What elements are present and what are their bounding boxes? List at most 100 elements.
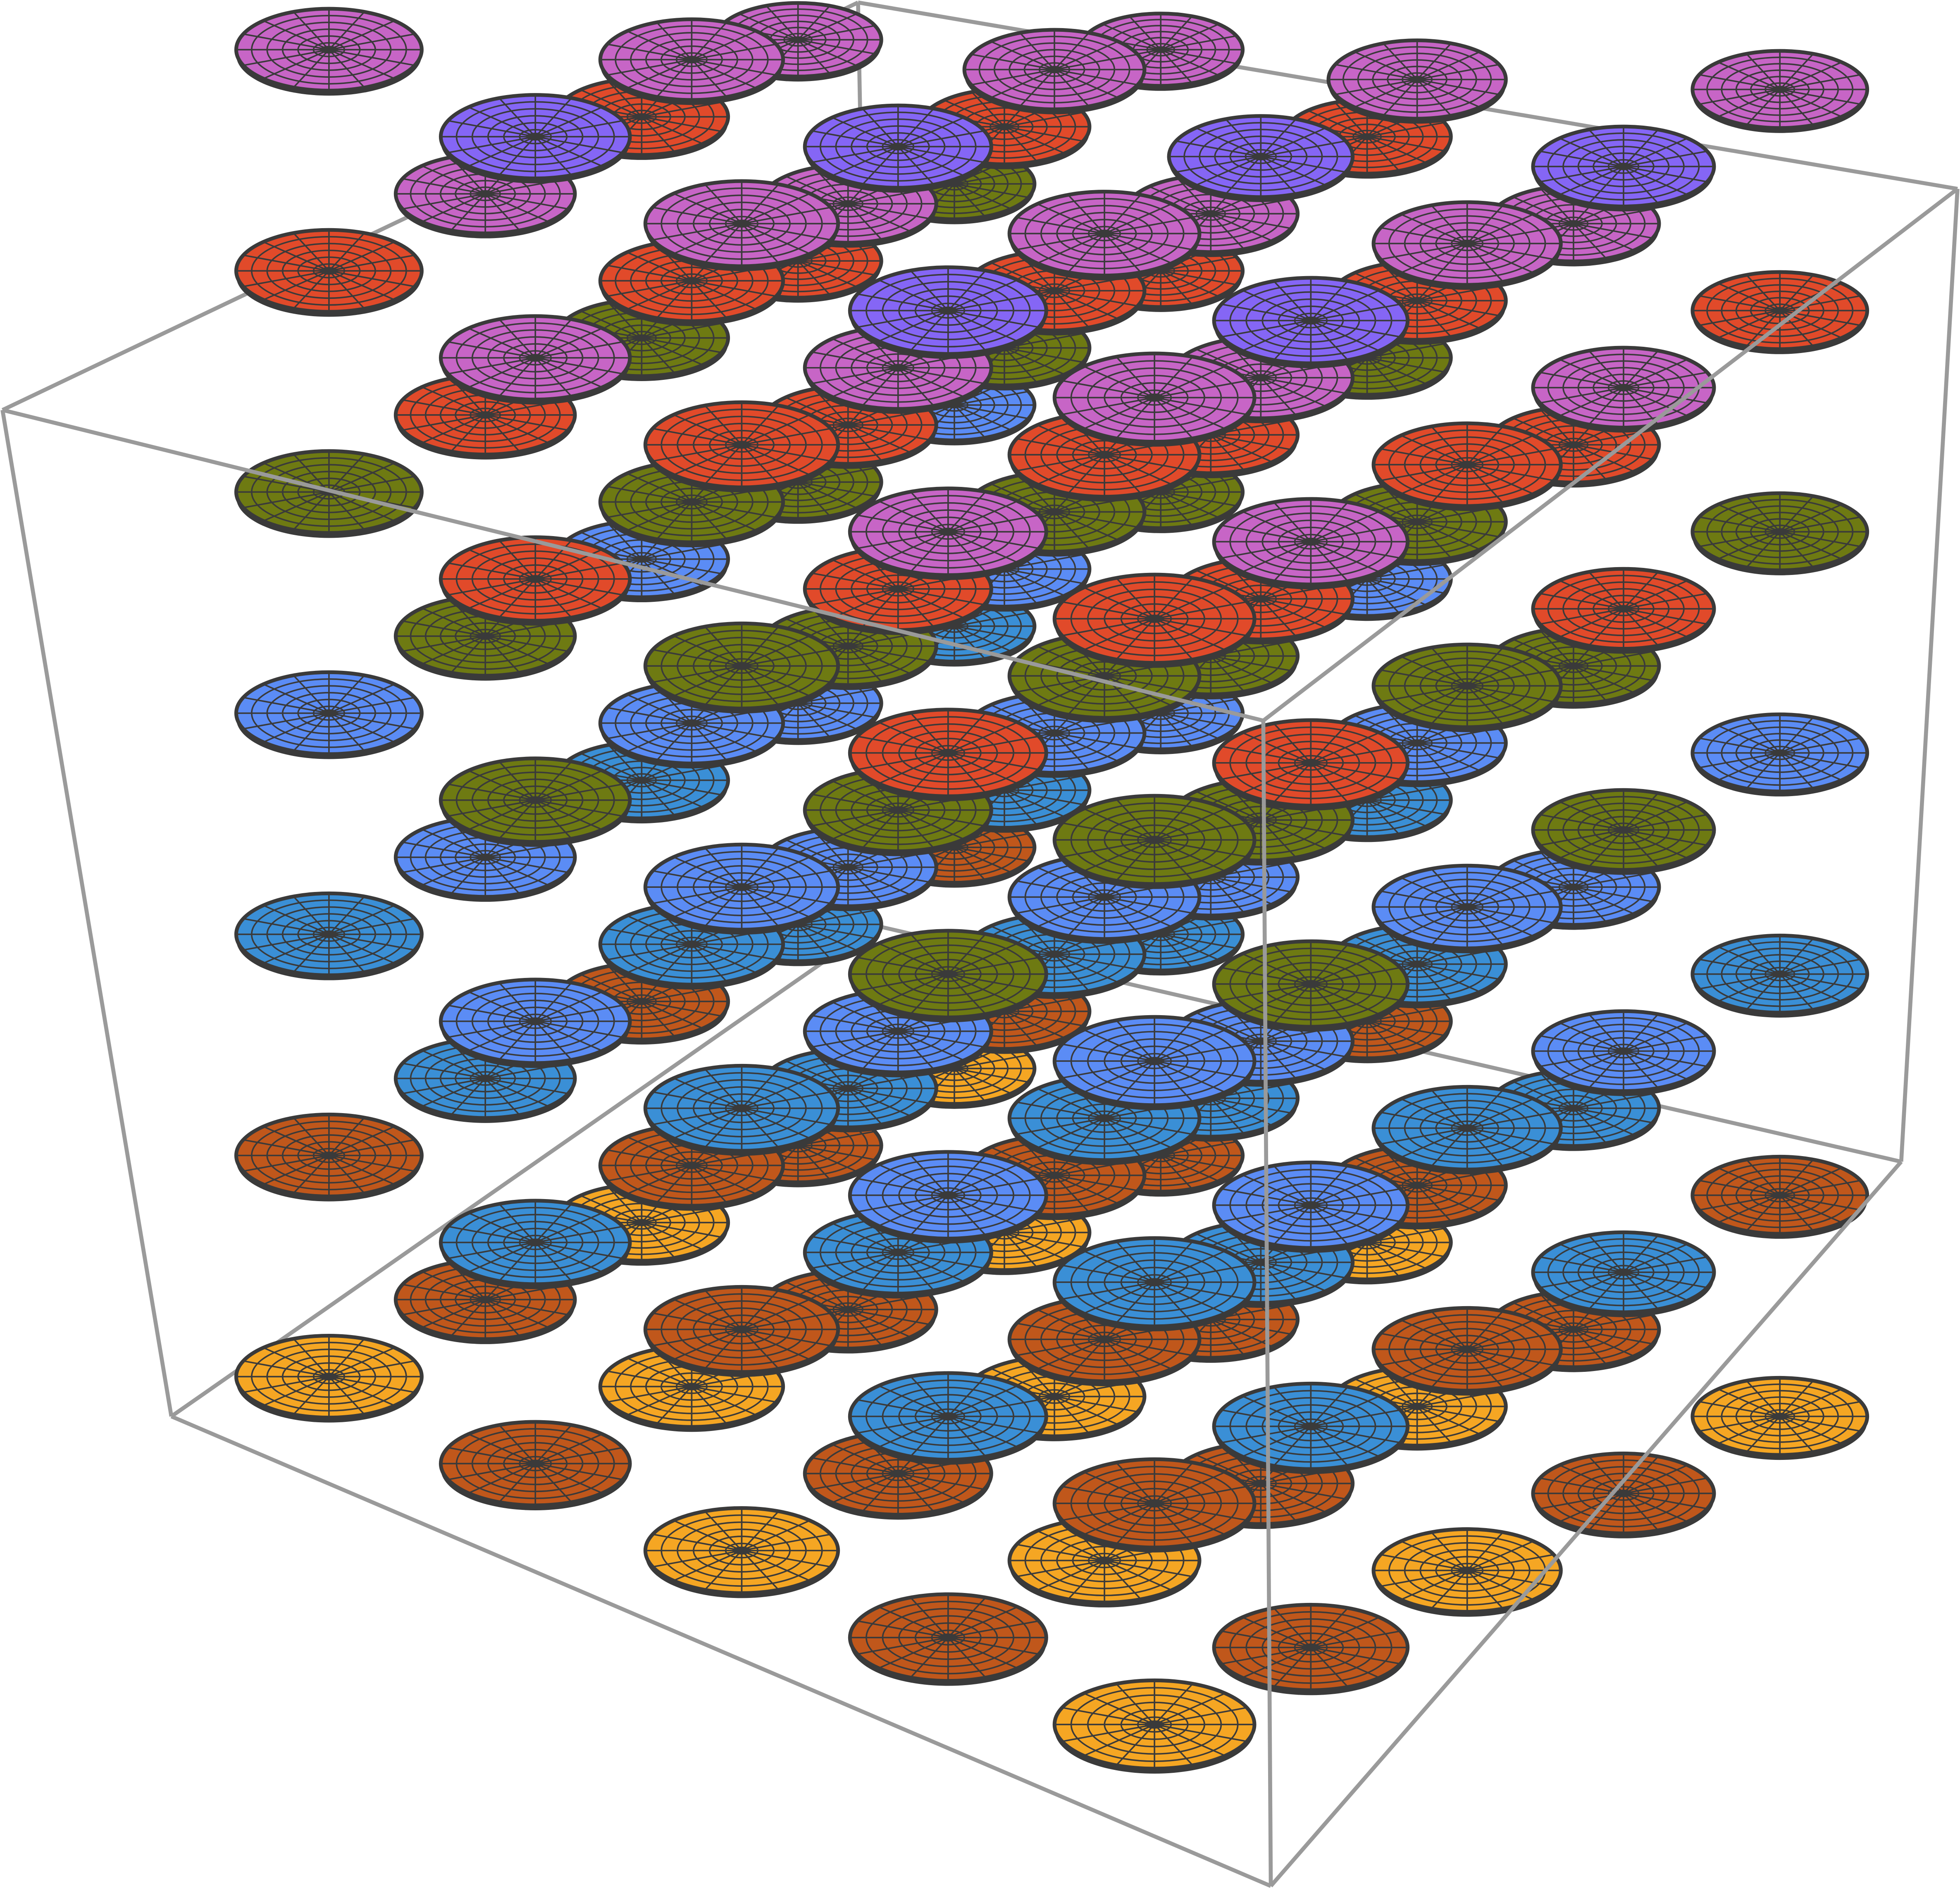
disc-spoke [1746,1416,1781,1453]
disc-spoke [328,713,365,752]
disc-spoke [741,886,780,927]
disc-hub [682,498,701,506]
disc-spoke [704,1550,742,1591]
disc-spoke [293,896,330,935]
disc-spoke [798,1145,875,1161]
disc-spoke [1067,1118,1105,1158]
disc-spoke [422,414,486,444]
disc [1212,939,1410,1032]
disc-spoke [1466,877,1534,908]
disc-spoke [898,588,985,606]
disc-spoke [878,1385,949,1417]
disc-spoke [1004,568,1083,584]
disc [1531,1230,1716,1317]
disc-spoke [691,1386,727,1425]
disc-spoke [944,99,1005,128]
disc-spoke [608,81,642,117]
disc-hub [839,863,857,871]
disc-spoke [1367,1021,1445,1036]
disc-spoke [1431,647,1468,687]
disc [234,1112,424,1202]
disc-spoke [691,280,777,297]
disc-spoke [448,1447,536,1464]
disc-spoke [1210,434,1291,451]
disc-spoke [812,351,899,369]
disc-spoke [328,1338,365,1377]
disc-spoke [1260,1261,1326,1292]
disc-spoke [328,453,365,493]
disc-spoke [1154,1724,1194,1766]
disc [643,621,840,714]
disc-spoke [1588,387,1624,425]
disc-spoke [1466,1089,1504,1129]
disc-spoke [1416,963,1481,993]
disc-hub [1614,162,1633,170]
disc-spoke [328,675,365,714]
disc-spoke [1400,877,1468,908]
disc-spoke [1210,434,1245,471]
disc-spoke [1273,723,1311,763]
disc-spoke [1381,227,1468,244]
disc-spoke [1242,541,1311,573]
disc-spoke [1104,1338,1192,1356]
disc-spoke [1559,579,1624,610]
disc-spoke [1367,343,1445,359]
disc-spoke [797,39,831,74]
disc-spoke [1004,789,1038,825]
disc-spoke [1366,1242,1400,1277]
disc-spoke [468,1212,536,1243]
disc-spoke [329,241,395,272]
disc-spoke [1746,274,1781,311]
disc-spoke [535,136,623,154]
disc-spoke [1160,1141,1237,1157]
disc-spoke [691,943,757,974]
disc-spoke [785,618,849,647]
disc-hub [682,56,701,64]
disc-spoke [1273,541,1311,582]
disc-spoke [498,1424,536,1464]
disc-spoke [263,683,329,714]
disc-spoke [656,944,692,982]
disc-spoke [673,665,742,697]
disc-spoke [485,193,568,210]
box-edge-bottom-left [170,924,877,1418]
disc-spoke [652,1107,742,1126]
disc-spoke [656,1165,692,1203]
disc-spoke [1431,1570,1468,1610]
disc-spoke [1366,1242,1427,1269]
disc-spoke [971,91,1005,127]
disc-hub [633,998,650,1005]
disc-spoke [468,1433,536,1464]
disc-spoke [1004,126,1038,162]
disc-spoke [1054,1395,1118,1426]
disc-spoke [897,146,935,185]
disc-spoke [1083,365,1155,398]
disc-spoke [1083,1060,1155,1093]
disc-spoke [485,414,549,444]
disc-spoke [580,752,642,781]
disc-spoke [1310,510,1380,543]
disc-spoke [641,558,675,595]
disc-hub [1095,1114,1114,1122]
disc-spoke [812,1236,899,1253]
disc-spoke [422,1299,486,1328]
disc-spoke [1261,155,1346,173]
disc-spoke [954,625,1011,652]
disc-spoke [832,1443,899,1474]
disc-spoke [498,578,536,618]
disc-spoke [484,193,520,231]
disc [234,670,424,759]
disc-spoke [1512,1302,1574,1330]
disc-spoke [641,1222,703,1250]
disc-spoke [691,501,727,540]
disc-spoke [1573,1314,1653,1331]
disc-spoke [797,1145,857,1173]
disc-hub [1458,682,1476,690]
disc-spoke [1746,310,1781,347]
disc-spoke [1104,233,1192,250]
disc-spoke [1260,377,1326,407]
disc-spoke [1273,1386,1311,1427]
disc-spoke [741,444,780,485]
disc-spoke [1559,1493,1624,1523]
disc-hub [1045,1171,1063,1179]
